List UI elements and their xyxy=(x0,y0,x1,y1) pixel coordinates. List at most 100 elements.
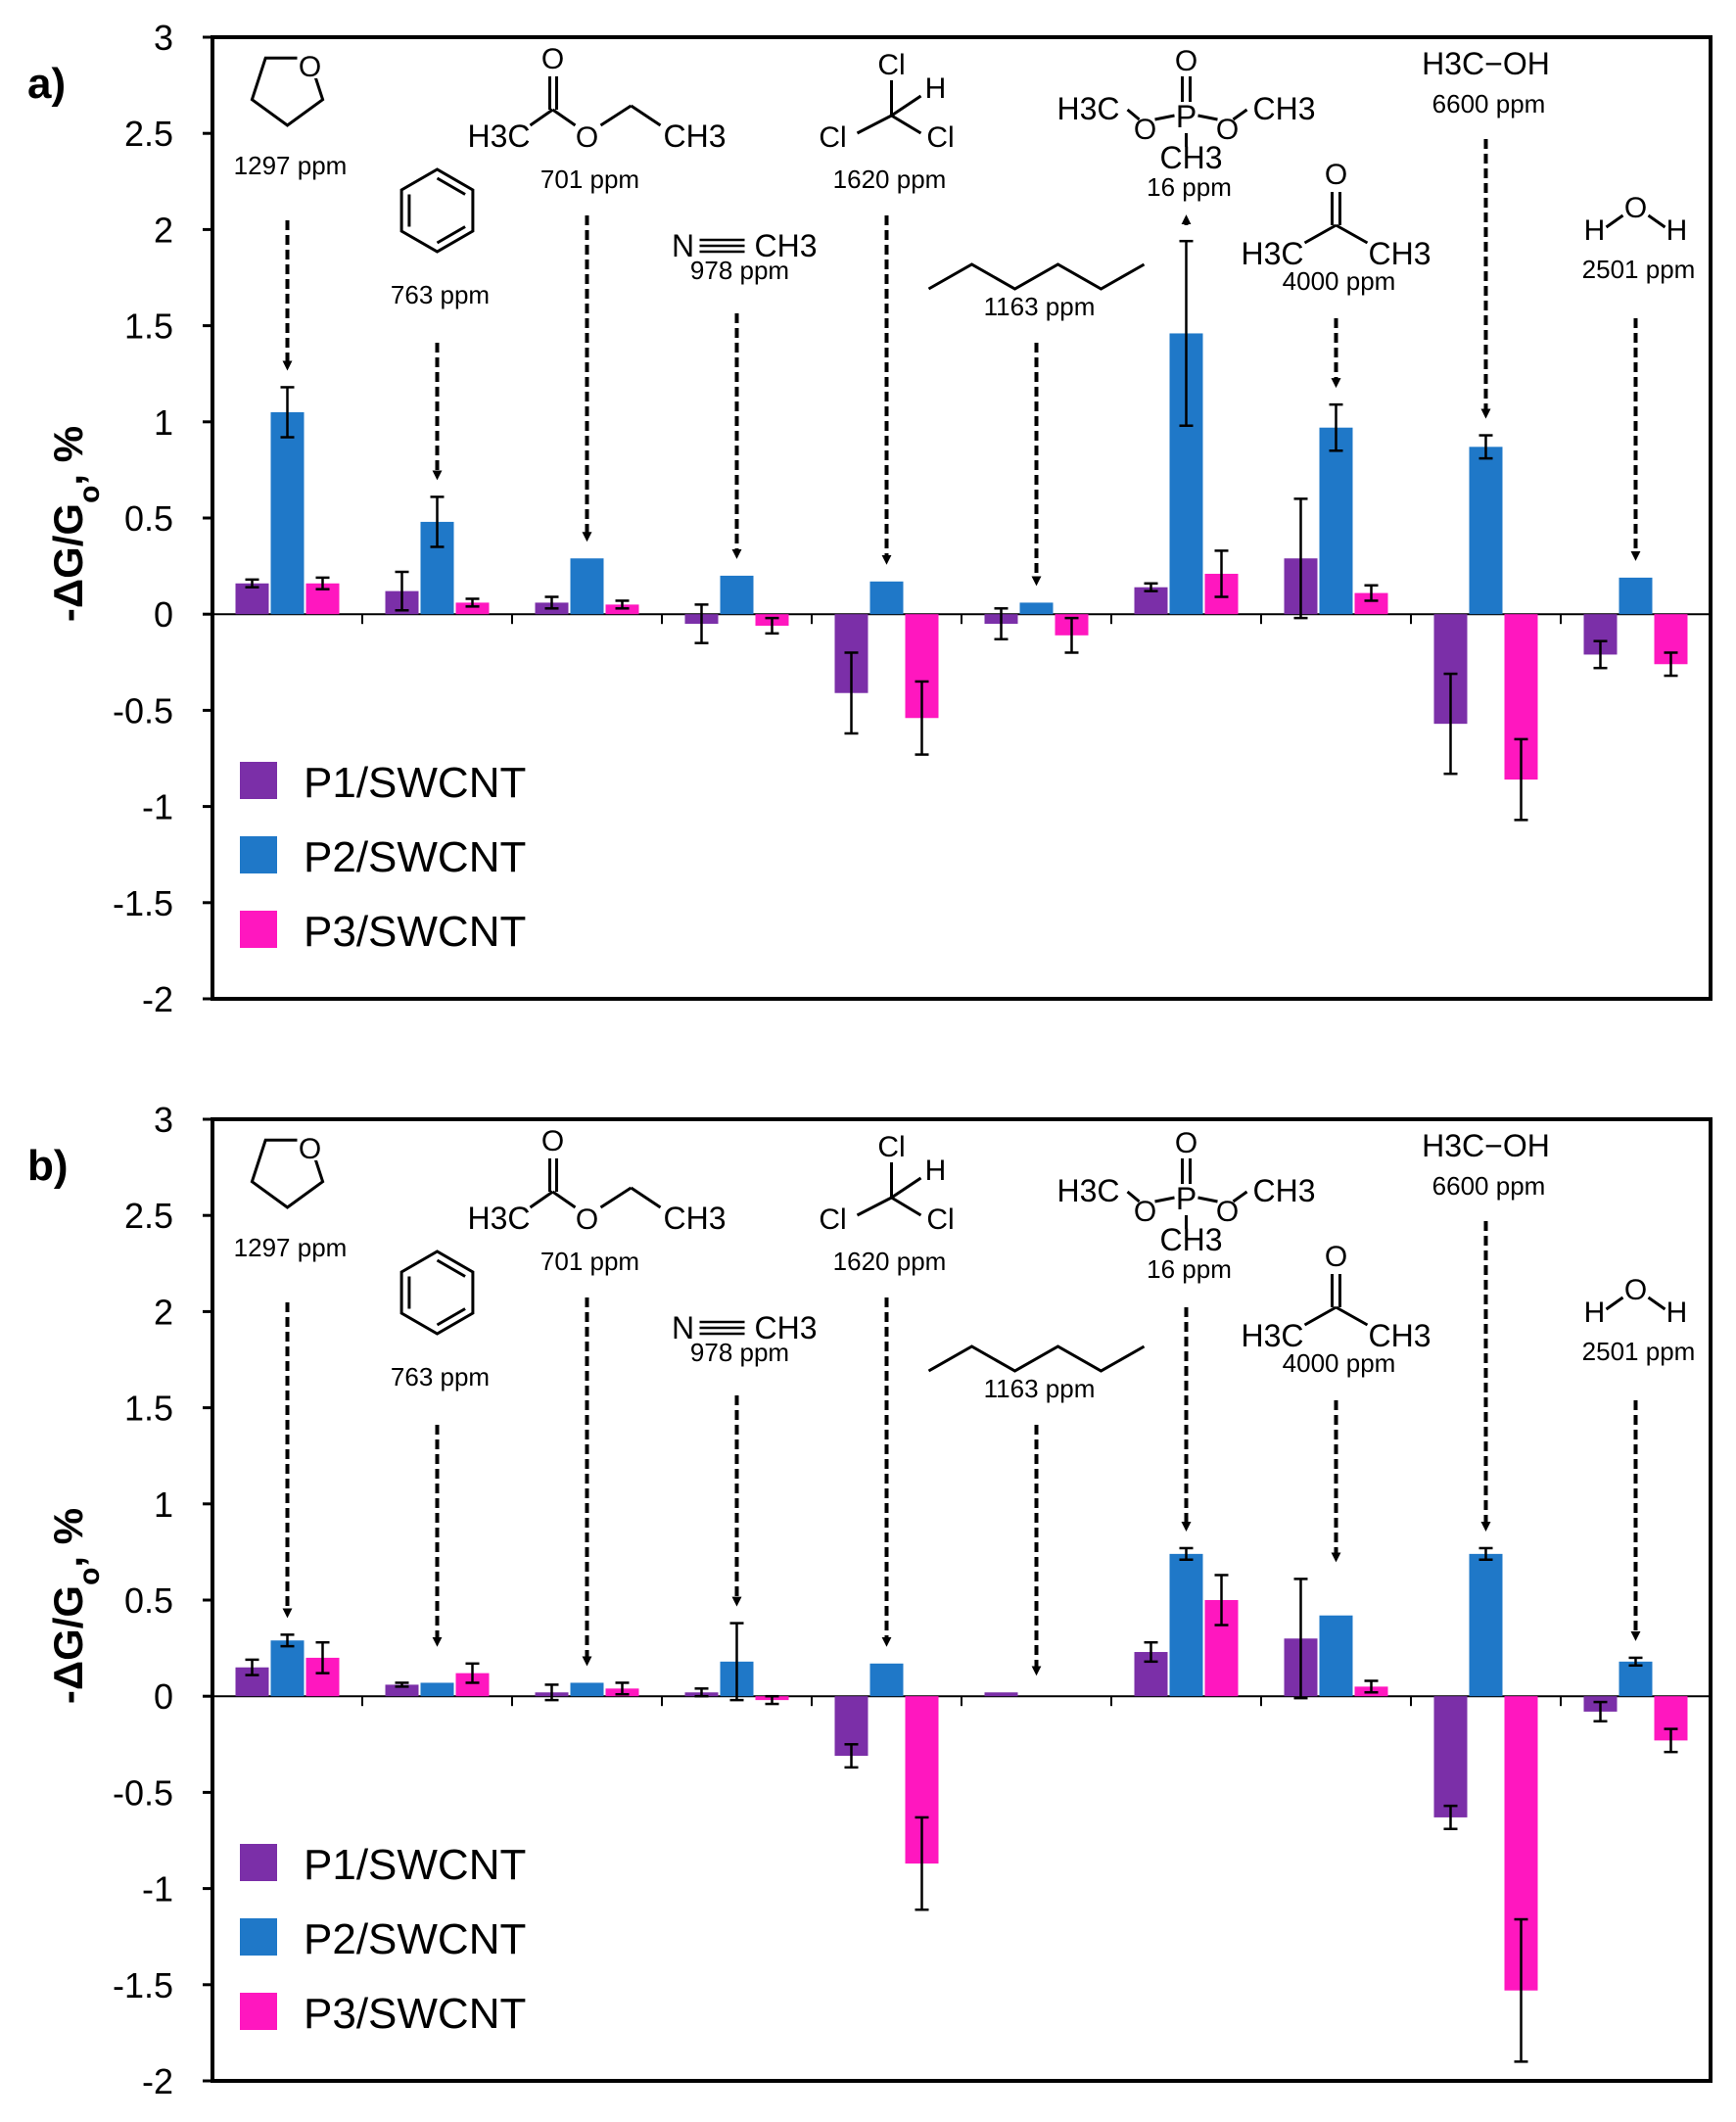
chloroform-h-label: H xyxy=(925,72,947,105)
bar-p1 xyxy=(385,1684,419,1697)
concentration-label: 2501 ppm xyxy=(1582,255,1696,284)
ethyl-acetate-ether-o-label: O xyxy=(576,121,598,154)
bar-p1 xyxy=(235,583,269,615)
dmmp-h3c-label: H3C xyxy=(1056,91,1119,126)
acetone-o-label: O xyxy=(1325,159,1347,191)
bond xyxy=(599,104,633,127)
ethyl-acetate-carbonyl-o-label: O xyxy=(541,1125,564,1157)
y-tick-label: -1 xyxy=(142,1869,173,1910)
thf-ring xyxy=(250,56,325,127)
concentration-label: 1620 ppm xyxy=(833,165,947,194)
hexane-chain xyxy=(927,1344,1146,1373)
benzene-double-bond xyxy=(436,225,466,245)
bond xyxy=(1154,114,1175,121)
benzene-ring xyxy=(399,1250,475,1336)
bar-p2 xyxy=(869,1663,904,1697)
dmmp-o-left-label: O xyxy=(1134,114,1156,146)
error-bar-marks xyxy=(245,239,1678,822)
bond xyxy=(1303,1305,1337,1327)
acetonitrile-n-label: N xyxy=(672,1310,694,1345)
thf-ring xyxy=(250,1138,325,1209)
bar-p2 xyxy=(869,581,904,615)
concentration-labels: 1297 ppm 763 ppm 701 ppm 978 ppm 1620 ppm 116… xyxy=(234,1171,1696,1403)
bond xyxy=(1647,1296,1666,1311)
bar-marks xyxy=(212,333,1711,780)
concentration-label: 4000 ppm xyxy=(1283,266,1396,296)
arrow-marks xyxy=(282,139,1641,587)
concentration-label: 1297 ppm xyxy=(234,1233,348,1262)
thf-oxygen-label: O xyxy=(299,51,321,83)
bond xyxy=(1232,108,1248,121)
bar-p2 xyxy=(570,558,604,615)
bar-p3 xyxy=(1354,592,1388,615)
arrow-marks xyxy=(282,1221,1641,1676)
y-axis-label: -ΔG/Go, % xyxy=(45,1508,106,1704)
y-tick-label: 0 xyxy=(154,1676,173,1717)
acetone-ch3-label: CH3 xyxy=(1368,236,1431,271)
bond xyxy=(599,1186,633,1209)
panel-b: b) -2 -1.5 -1 -0.5 0 0.5 1 1.5 2 2.5 3 1297 ppm 763… xyxy=(27,1100,1713,2101)
water-h-right-label: H xyxy=(1666,1297,1688,1329)
water-h-right-label: H xyxy=(1666,214,1688,247)
legend-swatch xyxy=(240,1918,277,1956)
bond xyxy=(1197,114,1218,121)
acetone-h3c-label: H3C xyxy=(1241,236,1303,271)
chloroform-cl-left-label: Cl xyxy=(819,1203,846,1236)
concentration-label: 6600 ppm xyxy=(1432,1171,1546,1201)
y-tick-label: 1.5 xyxy=(124,1389,173,1429)
dmmp-h3c-label: H3C xyxy=(1056,1173,1119,1208)
concentration-label: 1297 ppm xyxy=(234,151,348,180)
bond xyxy=(1126,108,1141,121)
ethyl-acetate-h3c-label: H3C xyxy=(467,1201,530,1236)
y-tick-label: 3 xyxy=(154,1100,173,1140)
legend: P1/SWCNT P2/SWCNT P3/SWCNT xyxy=(240,1841,526,2038)
chloroform-cl-top-label: Cl xyxy=(877,49,905,81)
y-tick-label: 1 xyxy=(154,402,173,443)
legend: P1/SWCNT P2/SWCNT P3/SWCNT xyxy=(240,759,526,956)
panel-a: a) -2 -1.5 -1 -0.5 0 0.5 1 1.5 2 2.5 3 1297 ppm 763… xyxy=(27,18,1713,1019)
dmmp-o-right-label: O xyxy=(1216,114,1239,146)
water-h-left-label: H xyxy=(1584,1297,1606,1329)
chloroform-cl-left-label: Cl xyxy=(819,121,846,154)
chloroform-cl-right-label: Cl xyxy=(926,1203,954,1236)
legend-swatch xyxy=(240,1993,277,2030)
dmmp-p-label: P xyxy=(1176,99,1196,134)
dmmp-ch3-right-label: CH3 xyxy=(1252,91,1315,126)
bar-p3 xyxy=(455,1673,490,1697)
acetonitrile-ch3-label: CH3 xyxy=(754,228,817,263)
acetonitrile-n-label: N xyxy=(672,228,694,263)
y-tick-label: -0.5 xyxy=(113,690,173,731)
bar-p3 xyxy=(455,602,490,615)
water-h-left-label: H xyxy=(1584,214,1606,247)
bond xyxy=(890,114,922,135)
methanol-formula-label: H3C−OH xyxy=(1422,46,1550,81)
bond xyxy=(1335,223,1369,245)
y-tick-label: -1.5 xyxy=(113,1965,173,2005)
dmmp-ch3-bottom-label: CH3 xyxy=(1159,1222,1222,1257)
y-tick-label: 0 xyxy=(154,594,173,635)
acetone-ch3-label: CH3 xyxy=(1368,1318,1431,1353)
y-tick-label: 2.5 xyxy=(124,114,173,154)
legend-swatch xyxy=(240,1844,277,1881)
bar-p2 xyxy=(570,1682,604,1697)
concentration-label: 763 ppm xyxy=(391,280,490,309)
concentration-label: 978 ppm xyxy=(690,1338,789,1367)
dmmp-o-top-label: O xyxy=(1175,45,1197,77)
bar-p2 xyxy=(270,411,305,615)
bond xyxy=(1605,213,1624,229)
legend-label: P2/SWCNT xyxy=(304,833,526,881)
concentration-label: 701 ppm xyxy=(540,1247,639,1276)
chloroform-cl-right-label: Cl xyxy=(926,121,954,154)
bond xyxy=(890,1196,922,1217)
concentration-label: 2501 ppm xyxy=(1582,1337,1696,1366)
concentration-labels: 1297 ppm 763 ppm 701 ppm 978 ppm 1620 ppm 116… xyxy=(234,89,1696,321)
y-tick-label: 1 xyxy=(154,1485,173,1525)
concentration-label: 763 ppm xyxy=(391,1362,490,1391)
bond xyxy=(1303,223,1337,245)
chloroform-cl-top-label: Cl xyxy=(877,1131,905,1163)
benzene-ring xyxy=(399,167,475,254)
concentration-label: 1163 ppm xyxy=(984,292,1096,321)
legend-label: P2/SWCNT xyxy=(304,1915,526,1963)
bar-p2 xyxy=(1469,1553,1503,1697)
ethyl-acetate-ether-o-label: O xyxy=(576,1203,598,1236)
